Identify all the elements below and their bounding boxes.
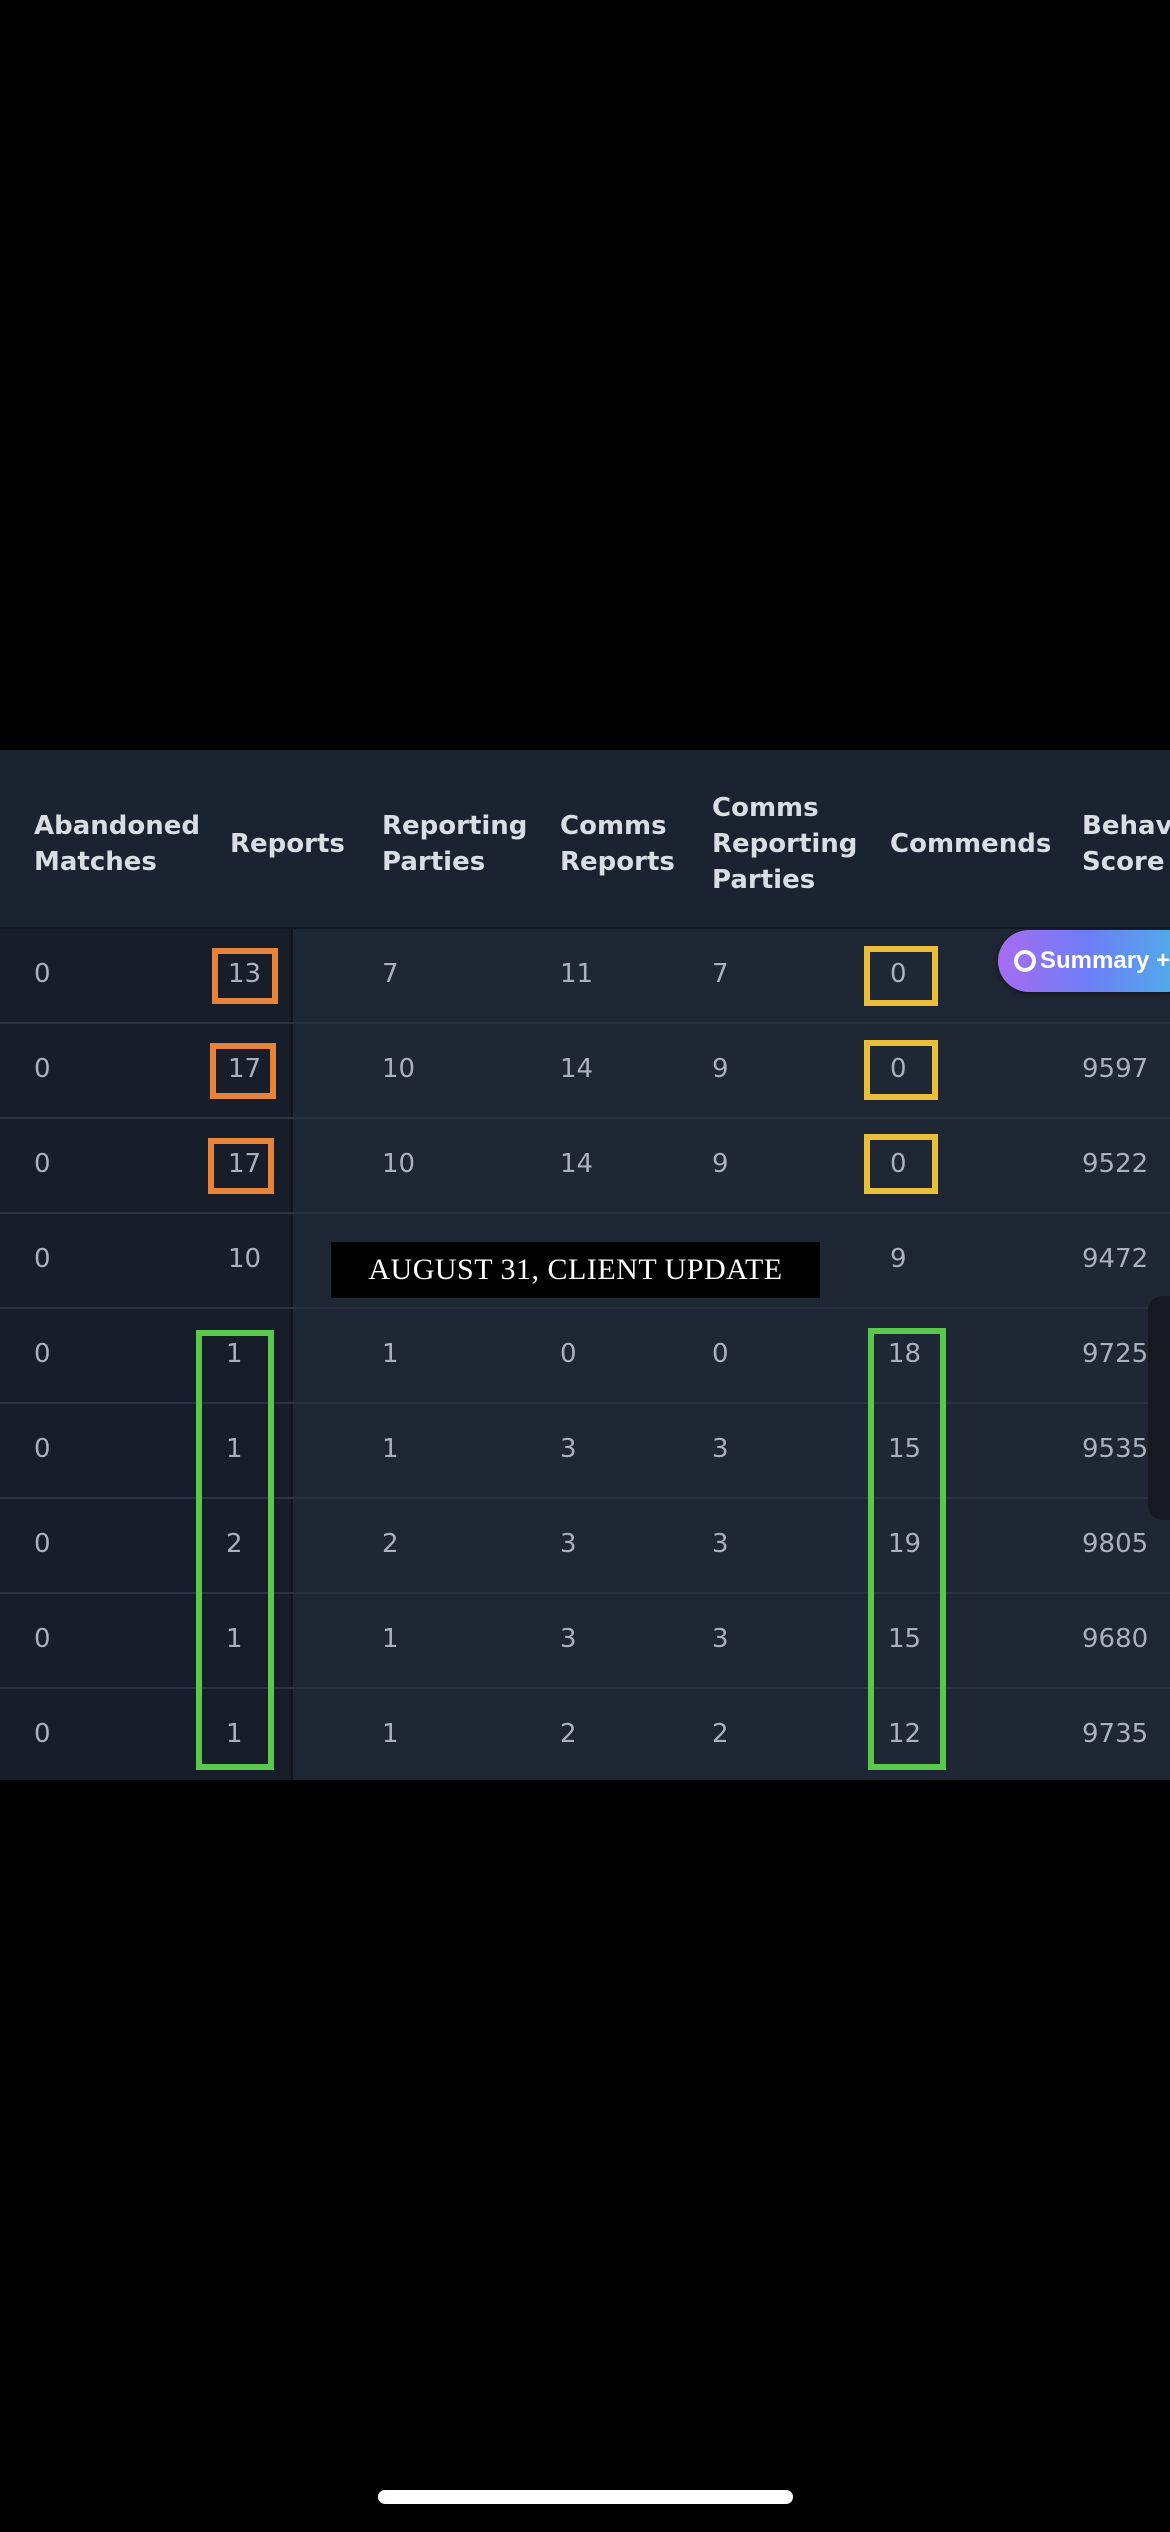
table-row: 0 13 7 11 7 0 [0, 927, 1170, 1024]
commends-cell: 15 [888, 1624, 922, 1654]
header-reporting-parties: Reporting Parties [382, 811, 528, 877]
highlight-box-orange [210, 1043, 276, 1099]
comms-reports-cell: 3 [560, 1434, 577, 1464]
behavior-score-cell: 9805 [1082, 1529, 1149, 1559]
behavior-score-cell: 9597 [1082, 1054, 1149, 1084]
behavior-score-cell: 9522 [1082, 1149, 1149, 1179]
commends-cell: 19 [888, 1529, 922, 1559]
side-panel-handle[interactable] [1148, 1296, 1170, 1520]
table-header: Abandoned Matches Reports Reporting Part… [0, 750, 1170, 929]
reports-cell: 1 [226, 1719, 243, 1749]
header-commends: Commends [890, 829, 1052, 859]
abandoned-cell: 0 [34, 959, 51, 989]
table-row: 0 2 2 3 3 19 9805 [0, 1497, 1170, 1594]
table-row: 0 17 10 14 9 0 9522 [0, 1117, 1170, 1214]
comms-reports-cell: 2 [560, 1719, 577, 1749]
comms-reports-cell: 11 [560, 959, 594, 989]
commends-cell: 0 [890, 959, 907, 989]
highlight-box-yellow [864, 946, 938, 1006]
reporting-parties-cell: 10 [382, 1149, 416, 1179]
table-row: 0 17 10 14 9 0 9597 [0, 1022, 1170, 1119]
table-row: 0 1 1 3 3 15 9680 [0, 1592, 1170, 1689]
comms-reports-cell: 14 [560, 1054, 594, 1084]
comms-reporting-parties-cell: 3 [712, 1434, 729, 1464]
table-row: 0 10 9 9472 [0, 1212, 1170, 1309]
commends-cell: 9 [890, 1244, 907, 1274]
behavior-score-cell: 9535 [1082, 1434, 1149, 1464]
comms-reporting-parties-cell: 9 [712, 1149, 729, 1179]
abandoned-cell: 0 [34, 1719, 51, 1749]
commends-cell: 12 [888, 1719, 922, 1749]
highlight-box-orange [208, 1138, 274, 1194]
reports-cell: 10 [228, 1244, 262, 1274]
reporting-parties-cell: 1 [382, 1624, 399, 1654]
summary-button[interactable]: Summary + [998, 930, 1170, 992]
comms-reporting-parties-cell: 0 [712, 1339, 729, 1369]
behavior-score-cell: 9680 [1082, 1624, 1149, 1654]
comms-reports-cell: 0 [560, 1339, 577, 1369]
commends-cell: 0 [890, 1054, 907, 1084]
abandoned-cell: 0 [34, 1149, 51, 1179]
header-behavior-score: Behavio Score [1082, 811, 1170, 877]
commends-cell: 15 [888, 1434, 922, 1464]
summary-circle-icon [1014, 950, 1036, 972]
abandoned-cell: 0 [34, 1434, 51, 1464]
summary-button-label: Summary + [1040, 947, 1170, 974]
comms-reports-cell: 14 [560, 1149, 594, 1179]
reporting-parties-cell: 10 [382, 1054, 416, 1084]
highlight-box-orange [212, 948, 278, 1004]
reporting-parties-cell: 1 [382, 1719, 399, 1749]
reporting-parties-cell: 2 [382, 1529, 399, 1559]
comms-reporting-parties-cell: 3 [712, 1529, 729, 1559]
reports-cell: 13 [228, 959, 262, 989]
home-indicator[interactable] [378, 2490, 793, 2504]
header-reports: Reports [230, 829, 345, 859]
commends-cell: 18 [888, 1339, 922, 1369]
comms-reports-cell: 3 [560, 1529, 577, 1559]
abandoned-cell: 0 [34, 1054, 51, 1084]
highlight-box-green-reports [196, 1330, 274, 1770]
table-row: 0 1 1 2 2 12 9735 [0, 1687, 1170, 1780]
commends-cell: 0 [890, 1149, 907, 1179]
reports-cell: 1 [226, 1624, 243, 1654]
header-abandoned-matches: Abandoned Matches [34, 811, 201, 877]
reporting-parties-cell: 1 [382, 1434, 399, 1464]
reporting-parties-cell: 7 [382, 959, 399, 989]
table-row: 0 1 1 3 3 15 9535 [0, 1402, 1170, 1499]
column-divider [291, 750, 293, 1780]
reports-cell: 1 [226, 1339, 243, 1369]
comms-reporting-parties-cell: 9 [712, 1054, 729, 1084]
reporting-parties-cell: 1 [382, 1339, 399, 1369]
behavior-score-cell: 9725 [1082, 1339, 1149, 1369]
reports-cell: 1 [226, 1434, 243, 1464]
comms-reports-cell: 3 [560, 1624, 577, 1654]
header-comms-reporting-parties: Comms Reporting Parties [712, 793, 858, 895]
behavior-score-cell: 9735 [1082, 1719, 1149, 1749]
highlight-box-yellow [864, 1040, 938, 1100]
reports-cell: 2 [226, 1529, 243, 1559]
behavior-score-cell: 9472 [1082, 1244, 1149, 1274]
abandoned-cell: 0 [34, 1624, 51, 1654]
comms-reporting-parties-cell: 3 [712, 1624, 729, 1654]
header-comms-reports: Comms Reports [560, 811, 675, 877]
table-row: 0 1 1 0 0 18 9725 [0, 1307, 1170, 1404]
reports-cell: 17 [228, 1149, 262, 1179]
reports-cell: 17 [228, 1054, 262, 1084]
abandoned-cell: 0 [34, 1244, 51, 1274]
client-update-banner: AUGUST 31, CLIENT UPDATE [331, 1242, 820, 1298]
comms-reporting-parties-cell: 2 [712, 1719, 729, 1749]
abandoned-cell: 0 [34, 1529, 51, 1559]
highlight-box-yellow [864, 1134, 938, 1194]
comms-reporting-parties-cell: 7 [712, 959, 729, 989]
stats-table: Abandoned Matches Reports Reporting Part… [0, 750, 1170, 1780]
abandoned-cell: 0 [34, 1339, 51, 1369]
highlight-box-green-commends [868, 1328, 946, 1770]
